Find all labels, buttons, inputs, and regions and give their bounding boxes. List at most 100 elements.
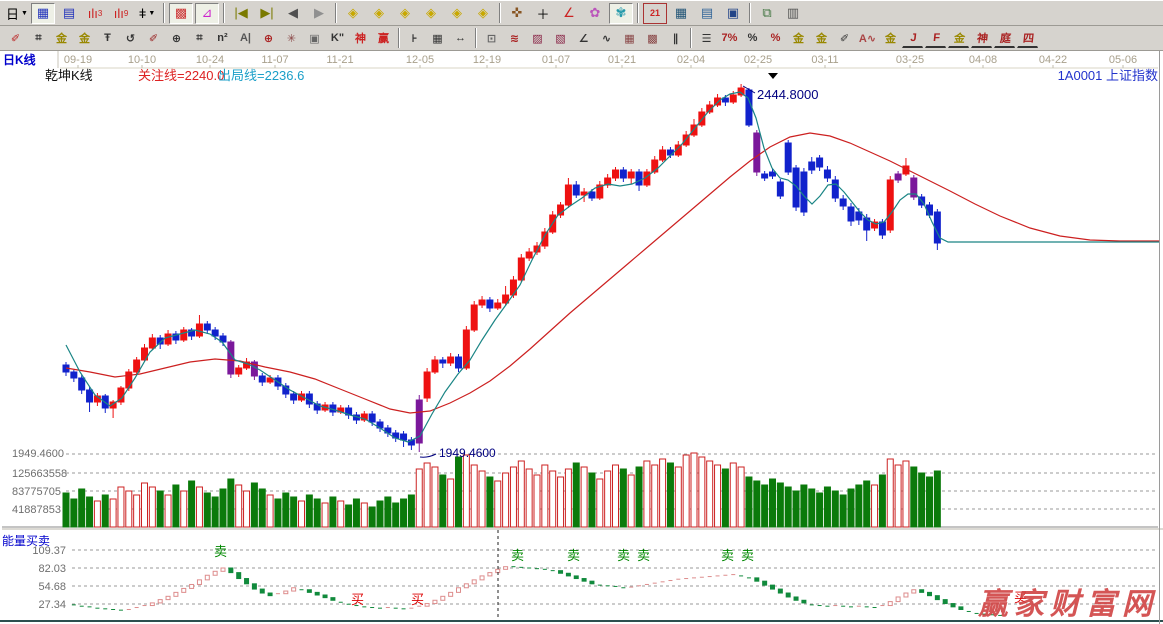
candle-body [831, 179, 839, 199]
smart-analysis-button[interactable]: ✾ [609, 2, 633, 24]
text-tool[interactable]: A| [235, 29, 256, 48]
gold-line-tool[interactable]: 金 [811, 29, 832, 48]
three-bars-button[interactable]: ılı 3 [83, 3, 107, 24]
indicator-candle [479, 575, 485, 581]
ruler-tool[interactable]: ⌗ [189, 29, 210, 48]
win-tool[interactable]: 赢 [373, 29, 394, 48]
gann-square-tool[interactable]: ▧ [550, 29, 571, 48]
k-note-icon: K" [330, 32, 345, 44]
pattern-paint-button[interactable]: ✿ [583, 3, 607, 24]
gann-box-tool[interactable]: ▨ [527, 29, 548, 48]
volume-bar [541, 464, 549, 528]
grid-tool[interactable]: ⌗ [28, 29, 49, 48]
pattern-mode-button[interactable]: ▩ [169, 2, 193, 24]
diamond-zoom-out-button[interactable]: ◈ [419, 3, 443, 24]
angle-lines-tool[interactable]: ∠ [573, 29, 594, 48]
ting-angle-tool[interactable]: 庭 [994, 28, 1017, 48]
diamond-compress-v-button[interactable]: ◈ [471, 3, 495, 24]
info-panel-button[interactable]: ▤ [57, 3, 81, 24]
diamond-left-button[interactable]: ◈ [341, 3, 365, 24]
nine-bars-button[interactable]: ılı 9 [109, 3, 133, 24]
gold-angle-tool[interactable]: 金 [948, 28, 971, 48]
gold-tool-1[interactable]: 金 [51, 29, 72, 48]
diamond-right-button[interactable]: ◈ [367, 3, 391, 24]
volume-bar [517, 460, 525, 528]
pen-tool[interactable]: ✐ [5, 29, 26, 48]
period-day-button[interactable]: 日 ▼ [5, 3, 29, 24]
date-tick-label: 10-10 [128, 54, 156, 66]
ruler123-tool[interactable]: ▦ [427, 29, 448, 48]
candle-body [478, 299, 486, 306]
angle-lines-icon: ∠ [578, 32, 589, 45]
candle-body [698, 111, 706, 126]
print-button[interactable]: ▥ [781, 3, 805, 24]
pct-strike-tool[interactable]: 7% [719, 29, 740, 48]
percent-line-tool[interactable]: % [765, 29, 786, 48]
star-tool[interactable]: ✳ [281, 29, 302, 48]
v-measure-tool[interactable]: ⊦ [404, 29, 425, 48]
gold-tool-2[interactable]: 金 [74, 29, 95, 48]
buy-signal-label: 买 [411, 592, 424, 607]
zigzag-tool[interactable]: ∿ [596, 29, 617, 48]
icon-subscript: 9 [123, 8, 129, 18]
candle-body [729, 94, 737, 103]
prev-button[interactable]: ◀ [281, 3, 305, 24]
f-angle-tool[interactable]: F [925, 28, 948, 48]
target-tool[interactable]: ⊕ [258, 29, 279, 48]
wave-a-tool[interactable]: A∿ [857, 29, 878, 48]
save-button[interactable]: ▣ [721, 3, 745, 24]
ruler123-icon: ▦ [432, 32, 443, 45]
h-measure-icon: ↔ [455, 32, 466, 44]
gold-circle-tool[interactable]: 金 [788, 29, 809, 48]
angle-measure-button[interactable]: ∠ [557, 3, 581, 24]
shen-tool[interactable]: 神 [350, 29, 371, 48]
overlap-chart-button[interactable]: ▦ [31, 2, 55, 24]
rect-tool[interactable]: ⊡ [481, 29, 502, 48]
candle-body [462, 329, 470, 369]
next-button[interactable]: ▶ [307, 3, 331, 24]
h-measure-tool[interactable]: ↔ [450, 29, 471, 48]
pen2-tool[interactable]: ✐ [834, 29, 855, 48]
fan-lines-tool[interactable]: ≋ [504, 29, 525, 48]
hand-tool-button[interactable]: ✜ [505, 3, 529, 24]
volume-bar [604, 470, 612, 528]
n2-tool[interactable]: n² [212, 29, 233, 48]
notes-button[interactable]: ▤ [695, 3, 719, 24]
diamond-compress-h-button[interactable]: ◈ [445, 3, 469, 24]
indicator-scale-label: 82.03 [38, 563, 66, 575]
j-angle-tool[interactable]: J [902, 28, 925, 48]
stats-tool[interactable]: ☰ [696, 29, 717, 48]
color-kline-button[interactable]: ⊿ [195, 2, 219, 24]
gold-under-tool[interactable]: 金 [880, 29, 901, 48]
diamond-zoom-in-button[interactable]: ◈ [393, 3, 417, 24]
f-tool[interactable]: Ŧ [97, 29, 118, 48]
volume-bar [70, 498, 78, 528]
cycle-tool[interactable]: ⊕ [166, 29, 187, 48]
indicator-candle [903, 592, 909, 598]
export-button[interactable]: ⧉ [755, 3, 779, 24]
calendar-button[interactable]: 21 [643, 2, 667, 24]
crosshair-button[interactable]: ＋ [531, 3, 555, 24]
parallel-tool[interactable]: ∥ [665, 29, 686, 48]
calculator-button[interactable]: ▦ [669, 3, 693, 24]
candle-body [195, 323, 203, 337]
gridbox-tool[interactable]: ▣ [304, 29, 325, 48]
kline-chart-canvas[interactable]: 日K线 09-19 10-10 10-24 11-07 11-21 12-05 12-19 01… [0, 51, 1163, 624]
dense-grid-tool[interactable]: ▦ [619, 29, 640, 48]
volume-bar [447, 478, 455, 528]
draw-chart-tool[interactable]: ✐ [143, 29, 164, 48]
grid-fill-tool[interactable]: ▩ [642, 29, 663, 48]
candle-style-button[interactable]: ǂ ▼ [135, 3, 159, 24]
percent-tool[interactable]: % [742, 29, 763, 48]
low-pointer-line [419, 453, 437, 458]
date-tick-label: 01-07 [542, 54, 570, 66]
last-page-button[interactable]: ▶| [255, 3, 279, 24]
toolbar-separator [335, 3, 337, 23]
shen-angle-tool[interactable]: 神 [971, 28, 994, 48]
first-page-button[interactable]: |◀ [229, 3, 253, 24]
spiral-icon: ↺ [125, 32, 136, 45]
k-note-tool[interactable]: K" [327, 29, 348, 48]
candle-body [604, 177, 612, 186]
si-angle-tool[interactable]: 四 [1017, 28, 1040, 48]
spiral-tool[interactable]: ↺ [120, 29, 141, 48]
